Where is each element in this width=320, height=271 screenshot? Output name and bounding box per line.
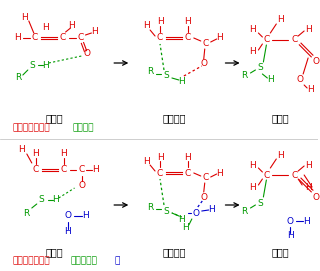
Text: S: S: [258, 198, 263, 208]
Text: H: H: [14, 34, 21, 43]
Text: S: S: [29, 60, 35, 69]
Text: S: S: [39, 195, 44, 205]
Text: C: C: [185, 34, 191, 43]
Text: H: H: [287, 231, 293, 240]
Text: 反応物: 反応物: [46, 247, 63, 257]
Text: H: H: [60, 150, 67, 159]
Text: C: C: [33, 166, 39, 175]
Text: R: R: [241, 207, 248, 215]
Text: 生成物: 生成物: [271, 113, 289, 123]
Text: H: H: [216, 34, 223, 43]
Text: H: H: [184, 18, 191, 27]
Text: C: C: [32, 34, 38, 43]
Text: H: H: [157, 18, 164, 27]
Text: H: H: [277, 150, 284, 160]
Text: H: H: [19, 146, 25, 154]
Text: O: O: [200, 192, 207, 202]
Text: O: O: [78, 182, 85, 191]
Text: O: O: [313, 57, 320, 66]
Text: 遷移状態: 遷移状態: [162, 113, 186, 123]
Text: C: C: [78, 166, 84, 175]
Text: S: S: [163, 72, 169, 80]
Text: C: C: [77, 34, 84, 43]
Text: H: H: [305, 182, 311, 192]
Text: C: C: [60, 166, 67, 175]
Text: R: R: [147, 67, 153, 76]
Text: H: H: [143, 156, 149, 166]
Text: O: O: [84, 50, 91, 59]
Text: C: C: [203, 38, 209, 47]
Text: H: H: [277, 15, 284, 24]
Text: 生成物: 生成物: [271, 247, 289, 257]
Text: H: H: [305, 160, 311, 169]
Text: R: R: [23, 209, 29, 218]
Text: R: R: [147, 202, 153, 211]
Text: O: O: [313, 192, 320, 202]
Text: H: H: [249, 25, 256, 34]
Text: O: O: [297, 76, 304, 85]
Text: H: H: [68, 21, 75, 31]
Text: R: R: [15, 73, 21, 82]
Text: C: C: [157, 169, 163, 178]
Text: O: O: [200, 60, 207, 69]
Text: H: H: [52, 195, 59, 205]
Text: H: H: [216, 169, 223, 178]
Text: H: H: [249, 47, 256, 56]
Text: H: H: [184, 153, 191, 162]
Text: H: H: [21, 12, 28, 21]
Text: H: H: [267, 76, 274, 85]
Text: H: H: [157, 153, 164, 162]
Text: H: H: [92, 166, 99, 175]
Text: R: R: [241, 72, 248, 80]
Text: H: H: [249, 182, 256, 192]
Text: O: O: [192, 208, 199, 218]
Text: アクロレイン、: アクロレイン、: [13, 124, 51, 133]
Text: H: H: [32, 150, 39, 159]
Text: C: C: [291, 36, 297, 44]
Text: H: H: [179, 78, 185, 86]
Text: 遷移状態: 遷移状態: [162, 247, 186, 257]
Text: H: H: [42, 22, 49, 31]
Text: C: C: [263, 36, 269, 44]
Text: H: H: [182, 222, 189, 231]
Text: H: H: [307, 85, 314, 95]
Text: H: H: [303, 217, 309, 225]
Text: 生体分子、: 生体分子、: [70, 256, 97, 266]
Text: C: C: [263, 170, 269, 179]
Text: C: C: [60, 34, 66, 43]
Text: C: C: [157, 34, 163, 43]
Text: H: H: [208, 205, 215, 214]
Text: H: H: [42, 60, 49, 69]
Text: H: H: [82, 211, 89, 221]
Text: S: S: [163, 207, 169, 215]
Text: C: C: [203, 173, 209, 182]
Text: H: H: [249, 160, 256, 169]
Text: C: C: [185, 169, 191, 178]
Text: C: C: [291, 170, 297, 179]
Text: H: H: [64, 227, 71, 237]
Text: S: S: [258, 63, 263, 73]
Text: H: H: [305, 25, 311, 34]
Text: アクロレイン、: アクロレイン、: [13, 256, 51, 266]
Text: 水: 水: [115, 256, 120, 266]
Text: H: H: [91, 27, 98, 37]
Text: O: O: [287, 217, 294, 225]
Text: 生体分子: 生体分子: [73, 124, 94, 133]
Text: H: H: [179, 215, 185, 224]
Text: H: H: [143, 21, 149, 31]
Text: 反応物: 反応物: [46, 113, 63, 123]
Text: O: O: [64, 211, 71, 221]
